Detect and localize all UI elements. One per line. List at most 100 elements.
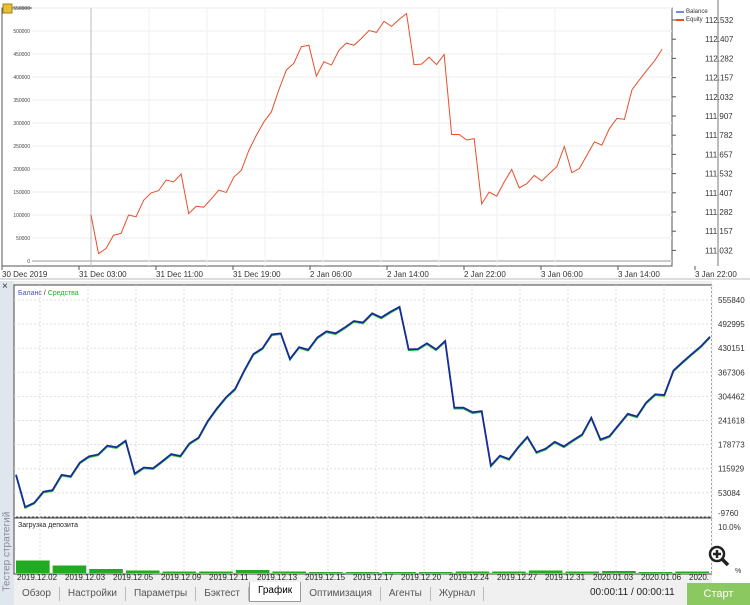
equity-point	[526, 183, 528, 185]
deposit-load-bar	[382, 572, 416, 573]
equity-point	[593, 141, 595, 143]
x-tick-label: 2020.01.06	[641, 573, 682, 582]
equity-point	[203, 206, 205, 208]
y-tick-label: 400000	[13, 75, 30, 81]
y-tick-label: 178773	[718, 441, 745, 450]
equity-point	[98, 253, 99, 255]
x-tick-label: 2020.01.03	[593, 573, 634, 582]
equity-point	[278, 89, 280, 91]
y-tick-label: 304462	[718, 392, 745, 401]
deposit-label: Загрузка депозита	[18, 522, 78, 529]
deposit-load-bar	[235, 570, 270, 573]
x-tick-label: 2019.12.11	[209, 573, 249, 582]
deposit-min-label: %	[735, 568, 741, 575]
tab-3[interactable]: Бэктест	[196, 587, 250, 601]
equity-point	[180, 173, 182, 175]
y-tick-label: 50000	[16, 236, 30, 242]
equity-point	[300, 46, 302, 48]
equity-point	[406, 13, 407, 14]
equity-point	[210, 198, 212, 200]
x-tick-label: 2 Jan 22:00	[464, 270, 506, 279]
tab-0[interactable]: Обзор	[14, 587, 60, 601]
start-button[interactable]: Старт	[687, 583, 750, 605]
equity-point	[661, 49, 663, 50]
tab-1[interactable]: Настройки	[60, 587, 126, 601]
tab-5[interactable]: Оптимизация	[301, 587, 381, 601]
close-icon[interactable]: ×	[2, 281, 8, 292]
equity-point	[443, 54, 445, 55]
price-tick-label: 112.032	[705, 93, 734, 102]
x-tick-label: 2 Jan 14:00	[387, 270, 429, 279]
chart-legend: Balance Equity	[676, 8, 708, 24]
equity-point	[436, 64, 438, 65]
deposit-frame	[13, 517, 713, 575]
equity-point	[263, 121, 265, 123]
equity-point	[563, 146, 565, 147]
equity-point	[511, 169, 513, 170]
y-tick-label: 250000	[13, 144, 30, 150]
tab-4[interactable]: График	[249, 582, 302, 602]
y-tick-label: 367306	[718, 368, 745, 377]
y-tick-label: 0	[27, 259, 30, 265]
deposit-load-bar	[52, 565, 87, 573]
deposit-load-bar	[89, 569, 123, 573]
deposit-load-bar	[602, 571, 636, 573]
tab-6[interactable]: Агенты	[381, 587, 431, 601]
y-tick-label: -9760	[718, 509, 739, 518]
price-tick-label: 111.032	[705, 246, 733, 255]
y-tick-label: 350000	[13, 98, 30, 104]
tester-side-strip: × Тестер стратегий	[0, 281, 14, 605]
equity-point	[113, 234, 114, 236]
tab-2[interactable]: Параметры	[126, 587, 197, 601]
y-tick-label: 430151	[718, 344, 745, 353]
equity-point	[225, 192, 227, 193]
equity-point	[586, 154, 588, 156]
deposit-load-bar	[345, 572, 380, 573]
equity-point	[128, 214, 129, 216]
deposit-load-bar	[199, 571, 233, 573]
elapsed-time: 00:00:11 / 00:00:11	[590, 587, 675, 598]
equity-point	[248, 150, 250, 152]
graph-legend: Баланс / Средства	[18, 290, 79, 297]
equity-point	[428, 56, 430, 58]
tab-7[interactable]: Журнал	[431, 587, 485, 601]
deposit-load-bar	[309, 572, 343, 573]
equity-point	[150, 192, 152, 194]
zoom-in-icon[interactable]	[708, 545, 730, 567]
price-tick-label: 112.157	[705, 74, 734, 83]
equity-point	[571, 172, 573, 174]
equity-point	[541, 180, 543, 182]
x-tick-label: 2019.12.27	[497, 573, 538, 582]
equity-point	[135, 216, 137, 218]
price-tick-label: 111.157	[705, 227, 733, 236]
x-tick-label: 2019.12.13	[257, 573, 298, 582]
balance-swatch	[676, 11, 684, 13]
equity-point	[308, 44, 310, 46]
equity-point	[533, 175, 535, 176]
equity-point	[240, 169, 242, 171]
equity-point	[353, 44, 355, 46]
equity-point	[376, 31, 377, 33]
equity-point	[270, 111, 272, 113]
x-tick-label: 2019.12.05	[113, 573, 154, 582]
price-tick-label: 111.282	[705, 208, 733, 217]
graph-frame	[13, 284, 713, 518]
equity-point	[654, 60, 655, 62]
equity-point	[233, 176, 235, 178]
deposit-load-bar	[528, 570, 563, 573]
deposit-max-label: 10.0%	[718, 523, 741, 532]
equity-point	[556, 166, 558, 168]
x-tick-label: 31 Dec 11:00	[156, 270, 204, 279]
y-tick-label: 115929	[718, 465, 745, 474]
price-tick-label: 111.782	[705, 131, 733, 140]
deposit-load-bar	[125, 570, 160, 573]
equity-point	[315, 75, 317, 77]
x-tick-label: 31 Dec 03:00	[79, 270, 127, 279]
equity-point	[368, 30, 370, 31]
y-tick-label: 500000	[13, 29, 30, 35]
legend-balance: Balance	[686, 9, 708, 15]
equity-point	[466, 139, 468, 141]
x-tick-label: 2019.12.17	[353, 573, 394, 582]
export-icon	[2, 3, 13, 14]
equity-point	[143, 199, 144, 201]
